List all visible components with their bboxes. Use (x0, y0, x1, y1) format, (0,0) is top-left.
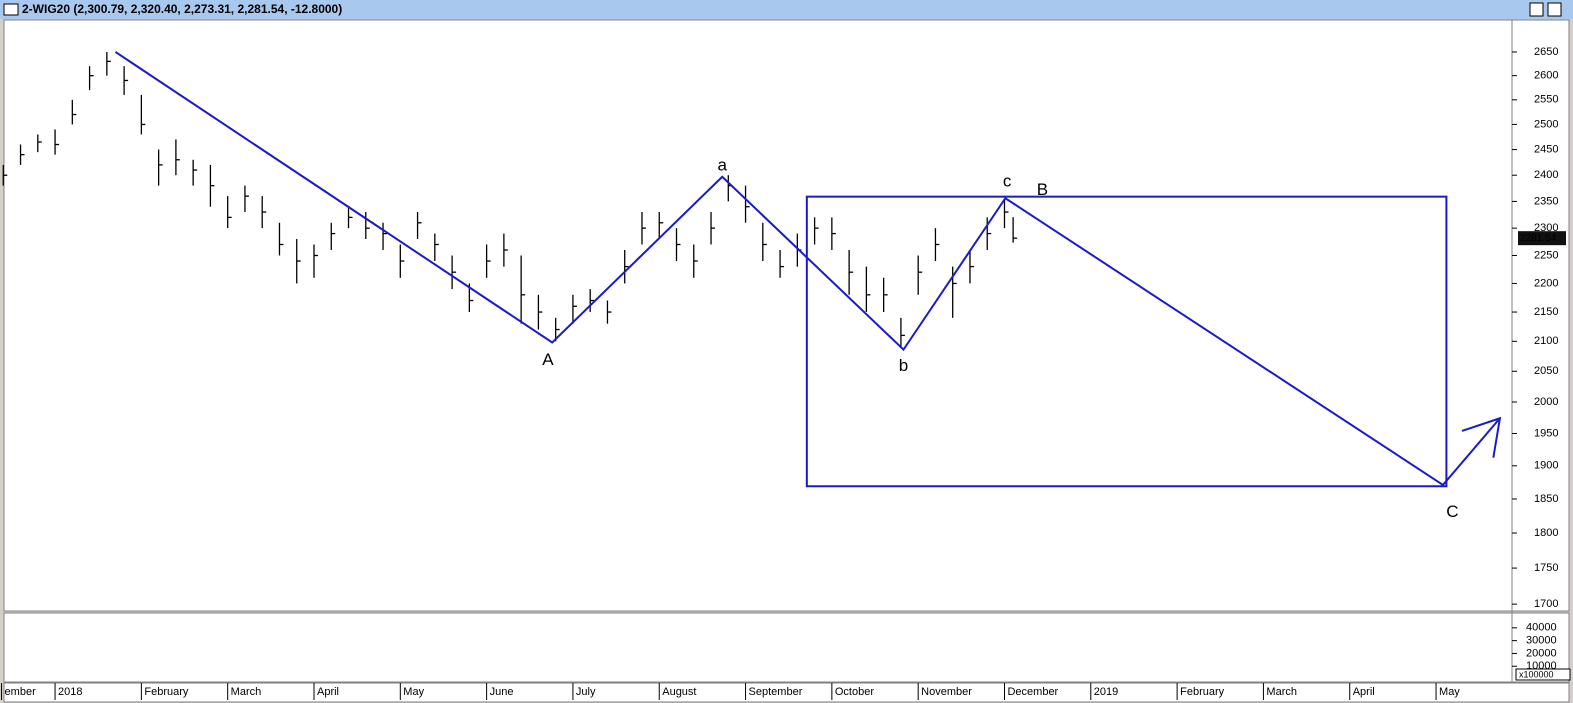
volume-panel (3, 612, 1570, 683)
range-box (805, 195, 1448, 488)
y-tick-label: 2450 (1534, 143, 1558, 155)
last-price-badge (1518, 231, 1566, 246)
y-tick-label: 2500 (1534, 118, 1558, 130)
close-button[interactable] (1547, 2, 1562, 17)
x-tick-label: October (835, 686, 874, 698)
y-tick-label: 2050 (1534, 365, 1558, 377)
y-tick-label: 2200 (1534, 277, 1558, 289)
y-tick-label: 2550 (1534, 94, 1558, 106)
x-tick-label: April (317, 686, 339, 698)
y-tick-label: 2350 (1534, 195, 1558, 207)
wave-label: b (899, 356, 908, 375)
arrow-head (1461, 416, 1502, 458)
y-tick-label: 1900 (1534, 460, 1558, 472)
x-tick-label: February (1180, 686, 1225, 698)
window-icon (3, 3, 19, 16)
wave-label: c (1003, 171, 1012, 190)
maximize-button[interactable] (1529, 2, 1544, 17)
wave-line (114, 51, 1501, 487)
y-tick-label: 1750 (1534, 562, 1558, 574)
x-tick-label: 2019 (1094, 686, 1118, 698)
y-tick-label: 2250 (1534, 249, 1558, 261)
x-tick-label: November (921, 686, 972, 698)
x-tick-label: July (576, 686, 596, 698)
window-title: 2-WIG20 (2,300.79, 2,320.40, 2,273.31, 2… (22, 2, 342, 16)
volume-tick-label: 30000 (1526, 635, 1557, 647)
x-tick-label: March (231, 686, 262, 698)
y-tick-label: 2000 (1534, 396, 1558, 408)
volume-multiplier: x100000 (1519, 669, 1554, 679)
wave-label: A (542, 350, 554, 369)
title-bar (0, 0, 1573, 19)
volume-tick-label: 40000 (1526, 622, 1557, 634)
y-tick-label: 1850 (1534, 493, 1558, 505)
y-tick-label: 2150 (1534, 306, 1558, 318)
x-tick-label: May (403, 686, 424, 698)
x-tick-label: May (1439, 686, 1460, 698)
x-tick-label: August (662, 686, 696, 698)
y-tick-label: 2300 (1534, 222, 1558, 234)
y-tick-label: 1950 (1534, 427, 1558, 439)
x-tick-label: April (1353, 686, 1375, 698)
x-tick-label: 2018 (58, 686, 82, 698)
y-tick-label: 2100 (1534, 335, 1558, 347)
wave-label: B (1037, 180, 1048, 199)
x-tick-label: February (144, 686, 189, 698)
x-tick-label: September (749, 686, 803, 698)
y-tick-label: 1700 (1534, 598, 1558, 610)
y-tick-label: 1800 (1534, 527, 1558, 539)
wave-label: a (718, 155, 728, 174)
multiplier-box (1515, 668, 1571, 681)
x-axis-strip (3, 682, 1570, 703)
y-tick-label: 2650 (1534, 46, 1558, 58)
volume-tick-label: 20000 (1526, 647, 1557, 659)
x-tick-label: March (1266, 686, 1297, 698)
last-price: 2281.54 (1520, 233, 1557, 244)
x-tick-label: December (1007, 686, 1058, 698)
x-tick-label: ember (5, 686, 37, 698)
price-panel (3, 19, 1570, 612)
y-tick-label: 2600 (1534, 70, 1558, 82)
y-tick-label: 2400 (1534, 169, 1558, 181)
x-tick-label: June (490, 686, 514, 698)
wave-label: C (1446, 502, 1458, 521)
